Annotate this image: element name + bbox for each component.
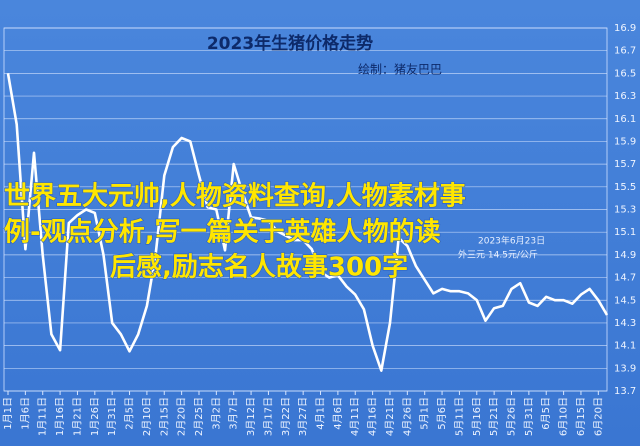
x-tick-label: 6月20日 bbox=[592, 397, 604, 436]
x-tick-label: 6月10日 bbox=[558, 397, 570, 436]
x-tick-label: 3月2日 bbox=[210, 397, 222, 430]
x-tick-label: 3月12日 bbox=[245, 397, 257, 436]
y-tick-label: 15.9 bbox=[614, 136, 636, 147]
x-tick-label: 1月6日 bbox=[19, 397, 31, 430]
y-tick-label: 16.9 bbox=[614, 23, 636, 34]
overlay-text: 后感,励志名人故事300字 bbox=[110, 252, 408, 283]
y-tick-label: 16.7 bbox=[614, 46, 636, 57]
x-tick-label: 5月21日 bbox=[488, 397, 500, 436]
x-tick-label: 1月26日 bbox=[89, 397, 101, 436]
x-tick-label: 4月6日 bbox=[332, 397, 344, 430]
x-tick-label: 1月21日 bbox=[71, 397, 83, 436]
overlay-text: 例-观点分析,写一篇关于英雄人物的读 bbox=[4, 217, 441, 248]
y-tick-label: 16.3 bbox=[614, 91, 636, 102]
y-tick-label: 14.9 bbox=[614, 250, 636, 261]
x-tick-label: 2月25日 bbox=[193, 397, 205, 436]
annotation: 外三元 14.5元/公斤 bbox=[458, 249, 538, 261]
x-tick-label: 3月27日 bbox=[297, 397, 309, 436]
x-tick-label: 1月31日 bbox=[106, 397, 118, 436]
y-tick-label: 15.3 bbox=[614, 205, 636, 216]
y-tick-label: 14.5 bbox=[614, 295, 636, 306]
overlay-text: 世界五大元帅,人物资料查询,人物素材事 bbox=[4, 182, 466, 212]
x-tick-label: 1月11日 bbox=[37, 397, 49, 436]
y-tick-label: 13.9 bbox=[614, 363, 636, 374]
x-tick-label: 3月22日 bbox=[280, 397, 292, 436]
x-tick-label: 5月11日 bbox=[453, 397, 465, 436]
x-tick-label: 3月7日 bbox=[228, 397, 240, 430]
x-tick-label: 5月26日 bbox=[506, 397, 518, 436]
x-tick-label: 6月15日 bbox=[575, 397, 587, 436]
y-tick-label: 14.7 bbox=[614, 273, 636, 284]
x-tick-label: 4月1日 bbox=[315, 397, 327, 430]
y-tick-label: 16.5 bbox=[614, 68, 636, 79]
y-tick-label: 14.3 bbox=[614, 318, 636, 329]
x-tick-label: 2月20日 bbox=[176, 397, 188, 436]
chart-title: 2023年生猪价格走势 bbox=[207, 33, 373, 54]
x-tick-label: 4月16日 bbox=[367, 397, 379, 436]
y-tick-label: 14.1 bbox=[614, 341, 636, 352]
y-tick-label: 13.7 bbox=[614, 386, 636, 397]
x-tick-label: 4月21日 bbox=[384, 397, 396, 436]
y-tick-label: 15.7 bbox=[614, 159, 636, 170]
price-line bbox=[6, 73, 609, 372]
subtitle: 绘制：猪友巴巴 bbox=[358, 62, 442, 77]
x-tick-label: 2月15日 bbox=[158, 397, 170, 436]
y-tick-label: 15.1 bbox=[614, 227, 636, 238]
y-tick-label: 15.5 bbox=[614, 182, 636, 193]
y-tick-label: 16.1 bbox=[614, 114, 636, 125]
x-tick-label: 4月26日 bbox=[401, 397, 413, 436]
annotation: 2023年6月23日 bbox=[478, 235, 545, 247]
x-tick-label: 1月1日 bbox=[2, 397, 14, 430]
x-tick-label: 2月10日 bbox=[141, 397, 153, 436]
x-tick-label: 5月16日 bbox=[471, 397, 483, 436]
x-tick-label: 6月5日 bbox=[540, 397, 552, 430]
x-tick-label: 4月11日 bbox=[349, 397, 361, 436]
x-tick-label: 3月17日 bbox=[262, 397, 274, 436]
x-tick-label: 1月16日 bbox=[54, 397, 66, 436]
x-tick-label: 5月1日 bbox=[419, 397, 431, 430]
x-tick-label: 2月5日 bbox=[124, 397, 136, 430]
x-tick-label: 5月31日 bbox=[523, 397, 535, 436]
x-tick-label: 5月6日 bbox=[436, 397, 448, 430]
